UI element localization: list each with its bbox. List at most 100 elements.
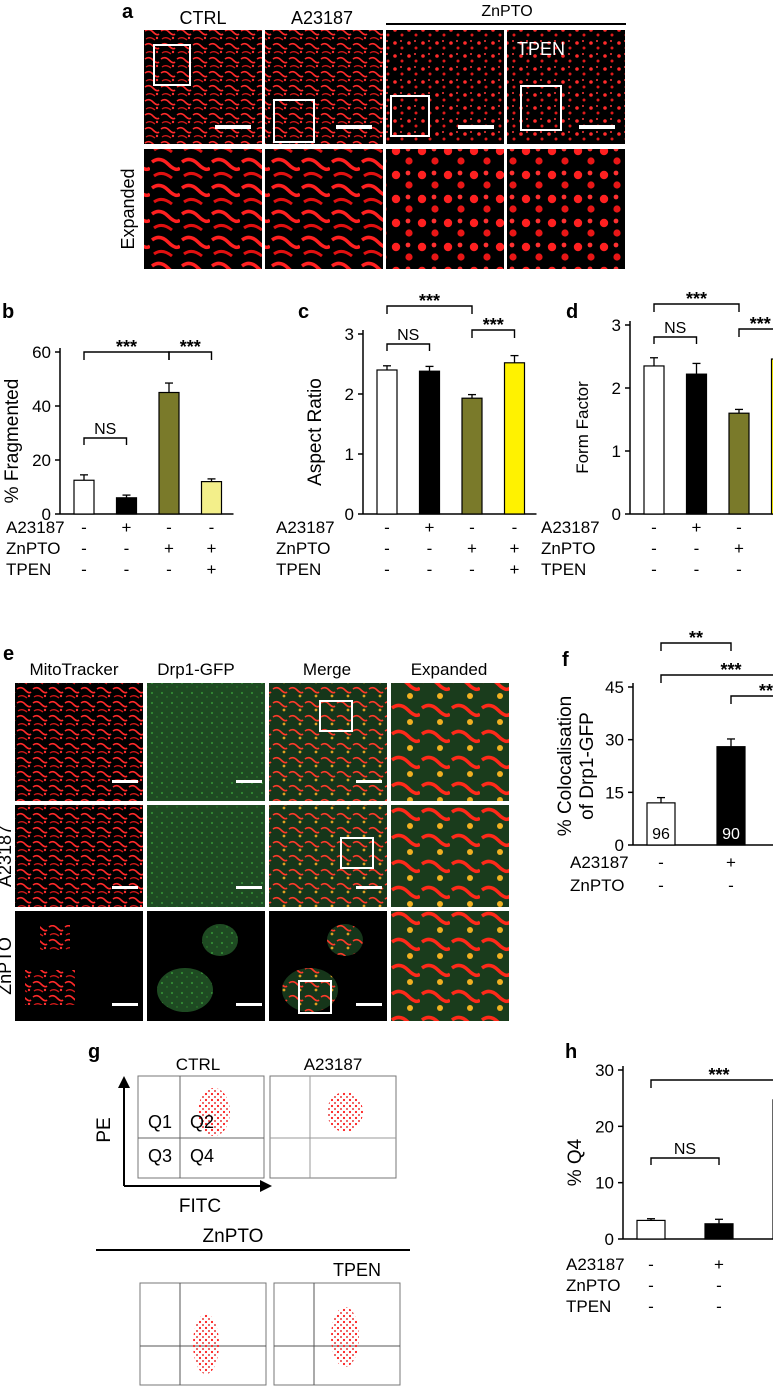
y-tick-label: 15 bbox=[605, 783, 624, 802]
roi-box bbox=[273, 99, 315, 143]
y-tick-label: 0 bbox=[612, 505, 621, 524]
y-tick-label: 3 bbox=[345, 325, 354, 344]
y-axis-label: % Fragmented bbox=[2, 379, 23, 504]
quadrant-label-q2: Q2 bbox=[190, 1112, 214, 1132]
treatment-sign: - bbox=[166, 518, 172, 537]
treatment-sign: - bbox=[736, 560, 742, 579]
treatment-sign: - bbox=[469, 560, 475, 579]
significance-bracket bbox=[653, 303, 740, 312]
bar bbox=[770, 358, 773, 515]
quadrant-label-q4: Q4 bbox=[190, 1146, 214, 1166]
flow-plot-ctrl bbox=[137, 1075, 265, 1179]
treatment-label: TPEN bbox=[566, 1297, 611, 1316]
panel-letter-c: c bbox=[298, 301, 309, 323]
y-tick-label: 1 bbox=[345, 445, 354, 464]
roi-box bbox=[298, 980, 332, 1014]
treatment-label: A23187 bbox=[566, 1255, 625, 1274]
y-tick-label: 30 bbox=[595, 1061, 614, 1080]
treatment-sign: + bbox=[425, 518, 435, 537]
treatment-sign: + bbox=[207, 539, 217, 558]
row-label-a23187: A23187 bbox=[0, 825, 15, 887]
y-tick-label: 0 bbox=[345, 505, 354, 524]
mitotracker-image bbox=[25, 970, 75, 1005]
treatment-sign: - bbox=[81, 539, 87, 558]
expanded-row-label: Expanded bbox=[118, 168, 138, 249]
bar bbox=[376, 369, 398, 515]
scale-bar bbox=[458, 125, 494, 129]
treatment-sign: - bbox=[384, 560, 390, 579]
significance-bracket bbox=[386, 343, 431, 351]
treatment-sign: - bbox=[209, 518, 215, 537]
significance-bracket bbox=[660, 674, 773, 683]
treatment-sign: + bbox=[207, 560, 217, 579]
bar bbox=[636, 1219, 666, 1240]
treatment-sign: - bbox=[384, 539, 390, 558]
panel-letter-h: h bbox=[565, 1041, 577, 1063]
column-label-mitotracker: MitoTracker bbox=[29, 660, 118, 679]
drp1-gfp-image bbox=[147, 805, 265, 907]
y-axis-label: Form Factor bbox=[573, 381, 592, 474]
chart-c-aspect-ratio: c 0 1 2 3 Aspect Ratio A23187 - + - - ZnPTO - - + + TPEN… bbox=[276, 291, 537, 579]
y-tick-label: 0 bbox=[605, 1230, 614, 1249]
treatment-sign: + bbox=[734, 539, 744, 558]
significance-bracket bbox=[738, 328, 773, 337]
roi-box bbox=[520, 85, 562, 131]
bar bbox=[461, 397, 483, 515]
significance-label: *** bbox=[116, 337, 137, 357]
scale-bar bbox=[215, 125, 251, 129]
significance-label: ** bbox=[689, 628, 703, 648]
significance-label: NS bbox=[664, 320, 686, 337]
flow-plot-a23187 bbox=[269, 1075, 397, 1179]
significance-label: *** bbox=[708, 1065, 729, 1085]
row-label-znpto: ZnPTO bbox=[0, 937, 15, 995]
y-tick-label: 60 bbox=[32, 343, 51, 362]
condition-label-ctrl: CTRL bbox=[179, 8, 226, 28]
condition-label-znpto: ZnPTO bbox=[481, 3, 532, 20]
significance-label: NS bbox=[397, 327, 419, 344]
treatment-label: A23187 bbox=[276, 518, 335, 537]
treatment-sign: - bbox=[658, 853, 664, 872]
bar bbox=[73, 479, 95, 515]
treatment-sign: - bbox=[648, 1276, 654, 1295]
treatment-sign: + bbox=[510, 560, 520, 579]
treatment-label: TPEN bbox=[541, 560, 586, 579]
mitotracker-image bbox=[15, 805, 143, 907]
roi-box bbox=[390, 95, 430, 137]
bar bbox=[158, 391, 180, 515]
panel-e: e MitoTracker Drp1-GFP Merge Expanded A2… bbox=[0, 643, 509, 1021]
treatment-sign: - bbox=[651, 539, 657, 558]
significance-bracket bbox=[650, 1157, 720, 1165]
bar bbox=[643, 365, 665, 515]
treatment-sign: - bbox=[694, 560, 700, 579]
y-tick-label: 1 bbox=[612, 442, 621, 461]
condition-label-a23187: A23187 bbox=[291, 8, 353, 28]
flow-y-axis-label: PE bbox=[94, 1117, 115, 1142]
treatment-sign: + bbox=[164, 539, 174, 558]
quadrant-label-q1: Q1 bbox=[148, 1112, 172, 1132]
flow-x-axis-label: FITC bbox=[179, 1196, 221, 1217]
flow-population bbox=[198, 1088, 230, 1136]
expanded-image bbox=[391, 911, 509, 1021]
scale-bar bbox=[336, 125, 372, 129]
treatment-sign: - bbox=[512, 518, 518, 537]
y-tick-label: 3 bbox=[612, 316, 621, 335]
treatment-label: TPEN bbox=[6, 560, 51, 579]
flow-population bbox=[327, 1092, 363, 1132]
treatment-sign: + bbox=[467, 539, 477, 558]
scale-bar bbox=[579, 125, 615, 129]
significance-bracket bbox=[471, 329, 516, 338]
significance-bracket bbox=[730, 695, 773, 704]
treatment-sign: + bbox=[726, 853, 736, 872]
treatment-sign: - bbox=[648, 1297, 654, 1316]
bar bbox=[115, 497, 138, 515]
y-tick-label: 20 bbox=[595, 1117, 614, 1136]
flow-population bbox=[331, 1307, 359, 1367]
significance-bracket bbox=[650, 1079, 773, 1088]
treatment-label: A23187 bbox=[6, 518, 65, 537]
treatment-sign: - bbox=[427, 560, 433, 579]
flow-title-ctrl: CTRL bbox=[176, 1055, 220, 1074]
y-tick-label: 0 bbox=[42, 505, 51, 524]
bar bbox=[200, 481, 223, 515]
treatment-sign: - bbox=[736, 518, 742, 537]
